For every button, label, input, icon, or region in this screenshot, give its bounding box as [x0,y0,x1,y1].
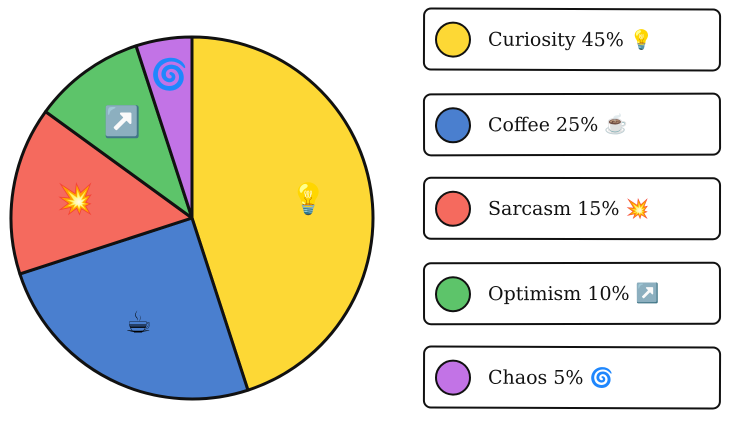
pie-emoji-coffee: ☕ [125,306,152,341]
legend-swatch-sarcasm [434,190,472,227]
legend-label-chaos: Chaos 5% 🌀 [487,366,614,390]
legend: Curiosity 45% 💡 Coffee 25% ☕ Sarcasm 15%… [422,7,722,431]
legend-item-curiosity: Curiosity 45% 💡 [422,7,722,72]
legend-label-coffee: Coffee 25% ☕ [487,113,628,136]
legend-item-sarcasm: Sarcasm 15% 💥 [422,176,722,241]
pie-slice-coffee [18,216,250,401]
legend-swatch-optimism [434,275,472,312]
legend-item-optimism: Optimism 10% ↗️ [422,261,722,325]
legend-label-optimism: Optimism 10% ↗️ [487,282,660,305]
legend-item-coffee: Coffee 25% ☕ [422,92,722,156]
pie-slice-emojis: 💡 ☕ 💥 ↗️ 🌀 [57,56,327,341]
pie-emoji-curiosity: 💡 [290,181,327,217]
legend-swatch-curiosity [434,21,472,58]
pie-emoji-chaos: 🌀 [151,56,188,93]
legend-swatch-coffee [434,106,472,143]
pie-slice-chaos [134,35,194,220]
pie-emoji-sarcasm: 💥 [57,181,94,217]
legend-label-curiosity: Curiosity 45% 💡 [487,28,654,52]
pie-slice-sarcasm [9,110,194,276]
pie-emoji-optimism: ↗️ [104,104,141,140]
pie-slice-optimism [44,44,194,220]
pie-slices [9,35,375,401]
legend-item-chaos: Chaos 5% 🌀 [422,345,722,410]
pie-slice-curiosity [190,35,375,392]
legend-label-sarcasm: Sarcasm 15% 💥 [487,197,650,221]
pie-chart: 💡 ☕ 💥 ↗️ 🌀 [9,35,375,401]
legend-swatch-chaos [434,359,472,396]
